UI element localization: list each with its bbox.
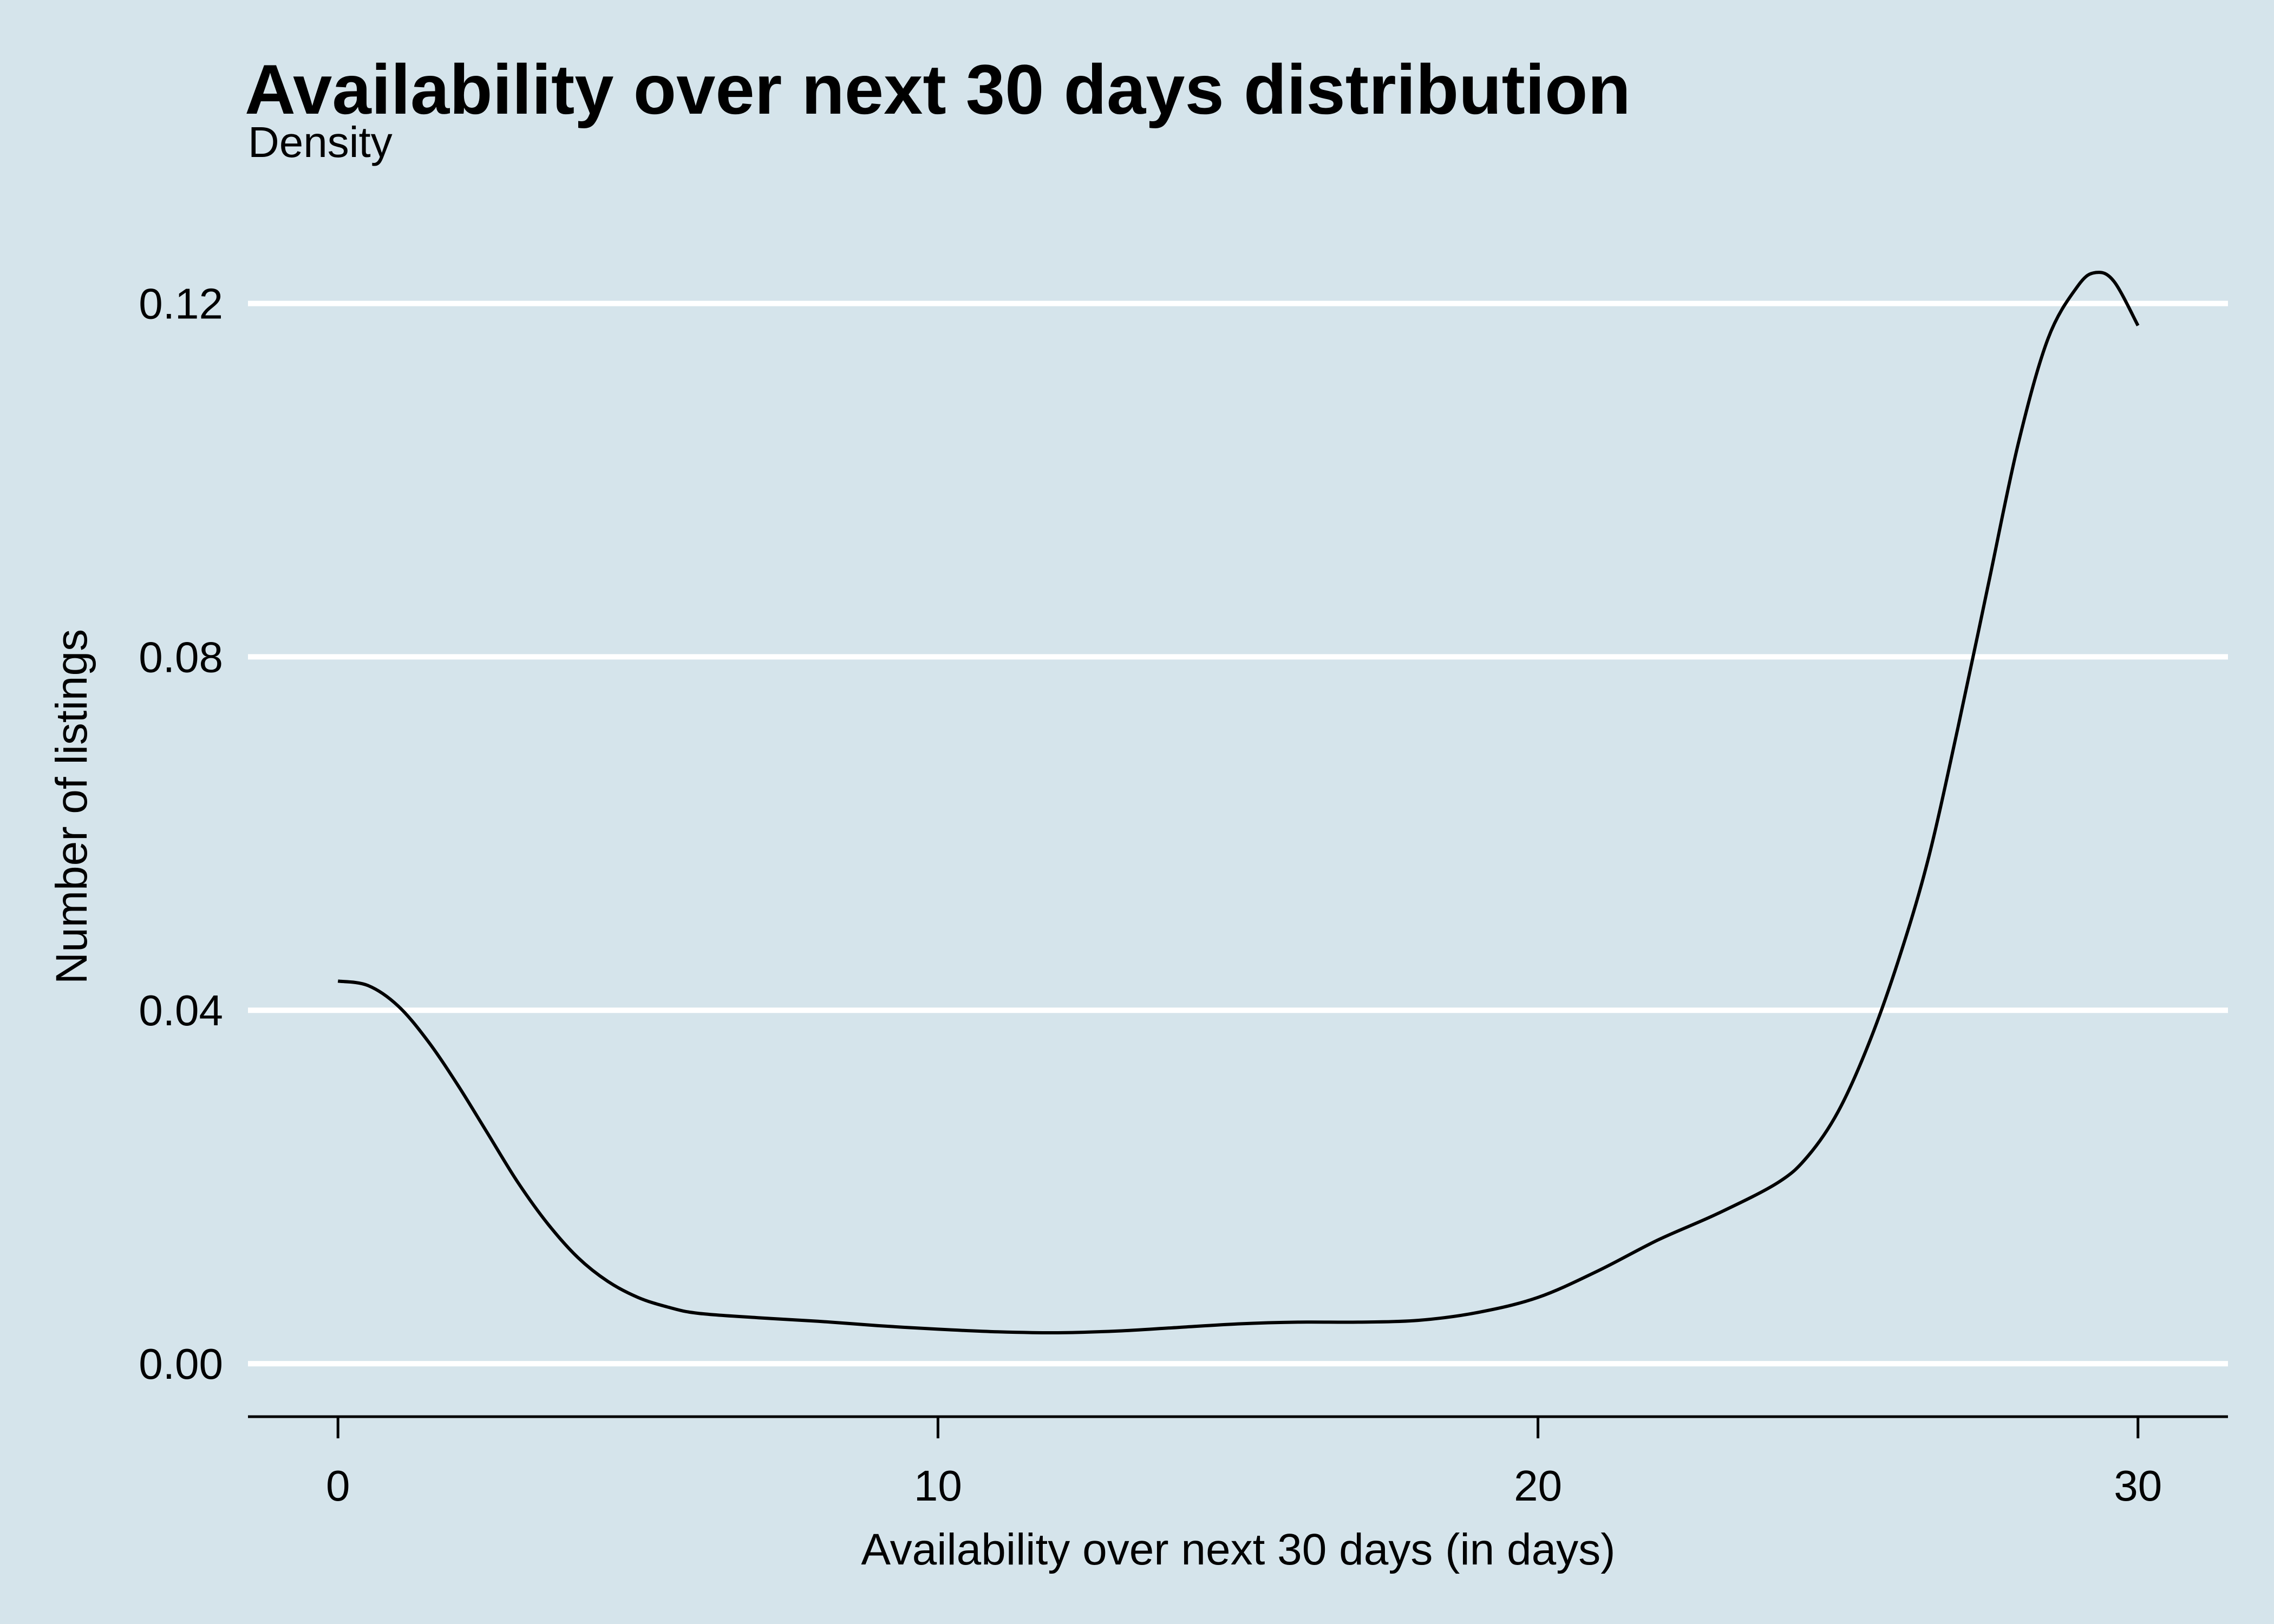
chart-title: Availability over next 30 days distribut… <box>245 50 1631 129</box>
y-axis-label: Number of listings <box>47 629 96 984</box>
y-tick-label: 0.04 <box>139 986 223 1034</box>
y-tick-label: 0.12 <box>139 280 223 328</box>
x-tick-label: 0 <box>326 1462 350 1510</box>
x-tick-label: 30 <box>2114 1462 2162 1510</box>
x-tick-label: 10 <box>914 1462 962 1510</box>
x-axis-label: Availability over next 30 days (in days) <box>861 1525 1615 1574</box>
y-tick-label: 0.00 <box>139 1340 223 1388</box>
y-tick-label: 0.08 <box>139 633 223 681</box>
density-curve <box>337 271 2140 1335</box>
chart-subtitle: Density <box>248 118 393 166</box>
y-axis-ticks: 0.00 0.04 0.08 0.12 <box>139 280 223 1389</box>
x-tick-label: 20 <box>1514 1462 1562 1510</box>
gridlines <box>248 300 2228 1367</box>
x-axis-ticks: 0 10 20 30 <box>326 1417 2162 1510</box>
